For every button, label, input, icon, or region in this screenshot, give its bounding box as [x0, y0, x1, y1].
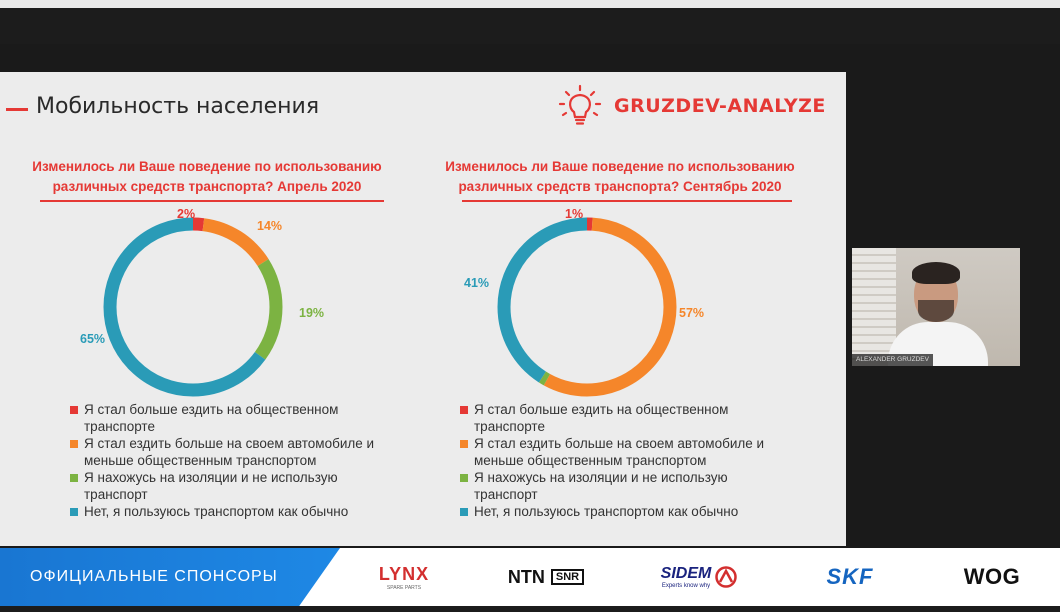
- legend-swatch-green: [460, 474, 468, 482]
- right-question-rule: [462, 200, 792, 202]
- sponsor-name: LYNX: [378, 563, 430, 584]
- legend-text: Я нахожусь на изоляции и не использую: [474, 470, 728, 485]
- window-dark-area: [0, 8, 1060, 44]
- legend-item: Я стал ездить больше на своем автомобиле…: [460, 436, 800, 469]
- background-blinds: [852, 248, 896, 366]
- legend-text: Нет, я пользуюсь транспортом как обычно: [84, 504, 349, 519]
- legend-swatch-teal: [70, 508, 78, 516]
- legend-text: меньше общественным транспортом: [84, 452, 317, 468]
- left-legend: Я стал больше ездить на общественном тра…: [70, 402, 410, 522]
- sponsor-name: NTN: [507, 566, 545, 587]
- right-label-public: 1%: [565, 207, 584, 221]
- sponsor-sub: SPARE PARTS: [386, 584, 422, 591]
- left-donut-chart: [103, 217, 283, 397]
- right-question-line1: Изменилось ли Ваше поведение по использо…: [445, 159, 795, 174]
- legend-text: Я нахожусь на изоляции и не использую: [84, 470, 338, 485]
- lightbulb-icon: [558, 84, 602, 125]
- legend-item: Я нахожусь на изоляции и не использую тр…: [70, 470, 410, 503]
- sponsor-logo-ntn: NTN SNR: [496, 548, 596, 606]
- sponsor-name: SIDEM: [660, 565, 712, 582]
- slice-own-car: [497, 217, 677, 397]
- sponsor-logo-lynx: LYNX SPARE PARTS: [364, 548, 444, 606]
- webcam-video-tile[interactable]: ALEXANDER GRUZDEV: [852, 248, 1020, 366]
- sidem-emblem-icon: [715, 566, 738, 588]
- legend-item: Нет, я пользуюсь транспортом как обычно: [460, 504, 800, 521]
- left-label-isolation: 19%: [299, 306, 325, 320]
- left-question-rule: [40, 200, 384, 202]
- participant-name-label: ALEXANDER GRUZDEV: [852, 354, 933, 366]
- left-question-title: Изменилось ли Ваше поведение по использо…: [17, 157, 397, 197]
- legend-item: Я нахожусь на изоляции и не использую тр…: [460, 470, 800, 503]
- legend-text: транспорт: [474, 486, 538, 502]
- legend-swatch-red: [70, 406, 78, 414]
- speaker-hair: [912, 262, 960, 284]
- right-label-car: 57%: [679, 306, 705, 320]
- left-question-line2: различных средств транспорта? Апрель 202…: [52, 179, 362, 194]
- legend-text: Я стал больше ездить на общественном: [474, 402, 729, 417]
- legend-swatch-orange: [460, 440, 468, 448]
- right-legend: Я стал больше ездить на общественном тра…: [460, 402, 800, 522]
- sponsor-sub: Experts know why: [661, 583, 711, 589]
- brand-logo: GRUZDEV-ANALYZE: [556, 84, 826, 128]
- legend-swatch-green: [70, 474, 78, 482]
- brand-name: GRUZDEV-ANALYZE: [614, 95, 826, 117]
- sponsor-logo-sidem: SIDEM Experts know why: [654, 548, 744, 606]
- sponsor-sub: SNR: [550, 569, 585, 585]
- right-question-title: Изменилось ли Ваше поведение по использо…: [430, 157, 810, 197]
- slide-title: Мобильность населения: [36, 94, 320, 119]
- right-donut-chart: [497, 217, 677, 397]
- legend-item: Я стал ездить больше на своем автомобиле…: [70, 436, 410, 469]
- legend-swatch-orange: [70, 440, 78, 448]
- legend-item: Я стал больше ездить на общественном тра…: [70, 402, 410, 435]
- sponsor-logo-wog: WOG: [952, 548, 1032, 606]
- legend-text: транспорте: [474, 418, 545, 434]
- speaker-beard: [918, 300, 954, 322]
- legend-item: Я стал больше ездить на общественном тра…: [460, 402, 800, 435]
- title-accent-line: [6, 108, 28, 111]
- legend-swatch-red: [460, 406, 468, 414]
- sponsor-logo-skf: SKF: [808, 548, 892, 606]
- right-label-usual: 41%: [464, 276, 490, 290]
- legend-item: Нет, я пользуюсь транспортом как обычно: [70, 504, 410, 521]
- slice-as-usual: [497, 217, 677, 397]
- right-question-line2: различных средств транспорта? Сентябрь 2…: [458, 179, 782, 194]
- legend-text: Я стал больше ездить на общественном: [84, 402, 339, 417]
- legend-text: меньше общественным транспортом: [474, 452, 707, 468]
- sponsor-label: ОФИЦИАЛЬНЫЕ СПОНСОРЫ: [0, 548, 340, 606]
- left-label-car: 14%: [257, 219, 283, 233]
- legend-text: Нет, я пользуюсь транспортом как обычно: [474, 504, 739, 519]
- legend-swatch-teal: [460, 508, 468, 516]
- legend-text: транспорт: [84, 486, 148, 502]
- sponsor-name: WOG: [963, 564, 1021, 589]
- slice-isolation: [103, 217, 283, 397]
- legend-text: Я стал ездить больше на своем автомобиле…: [84, 436, 375, 451]
- legend-text: Я стал ездить больше на своем автомобиле…: [474, 436, 765, 451]
- slice-as-usual: [103, 217, 283, 397]
- window-top-bar: [0, 0, 1060, 8]
- sponsor-name: SKF: [826, 564, 874, 589]
- left-question-line1: Изменилось ли Ваше поведение по использо…: [32, 159, 382, 174]
- presentation-slide: Мобильность населения GRUZDEV-ANALYZE Из…: [0, 72, 846, 546]
- window-bottom-strip: [0, 606, 1060, 612]
- left-label-usual: 65%: [80, 332, 106, 346]
- legend-text: транспорте: [84, 418, 155, 434]
- left-label-public: 2%: [177, 207, 196, 221]
